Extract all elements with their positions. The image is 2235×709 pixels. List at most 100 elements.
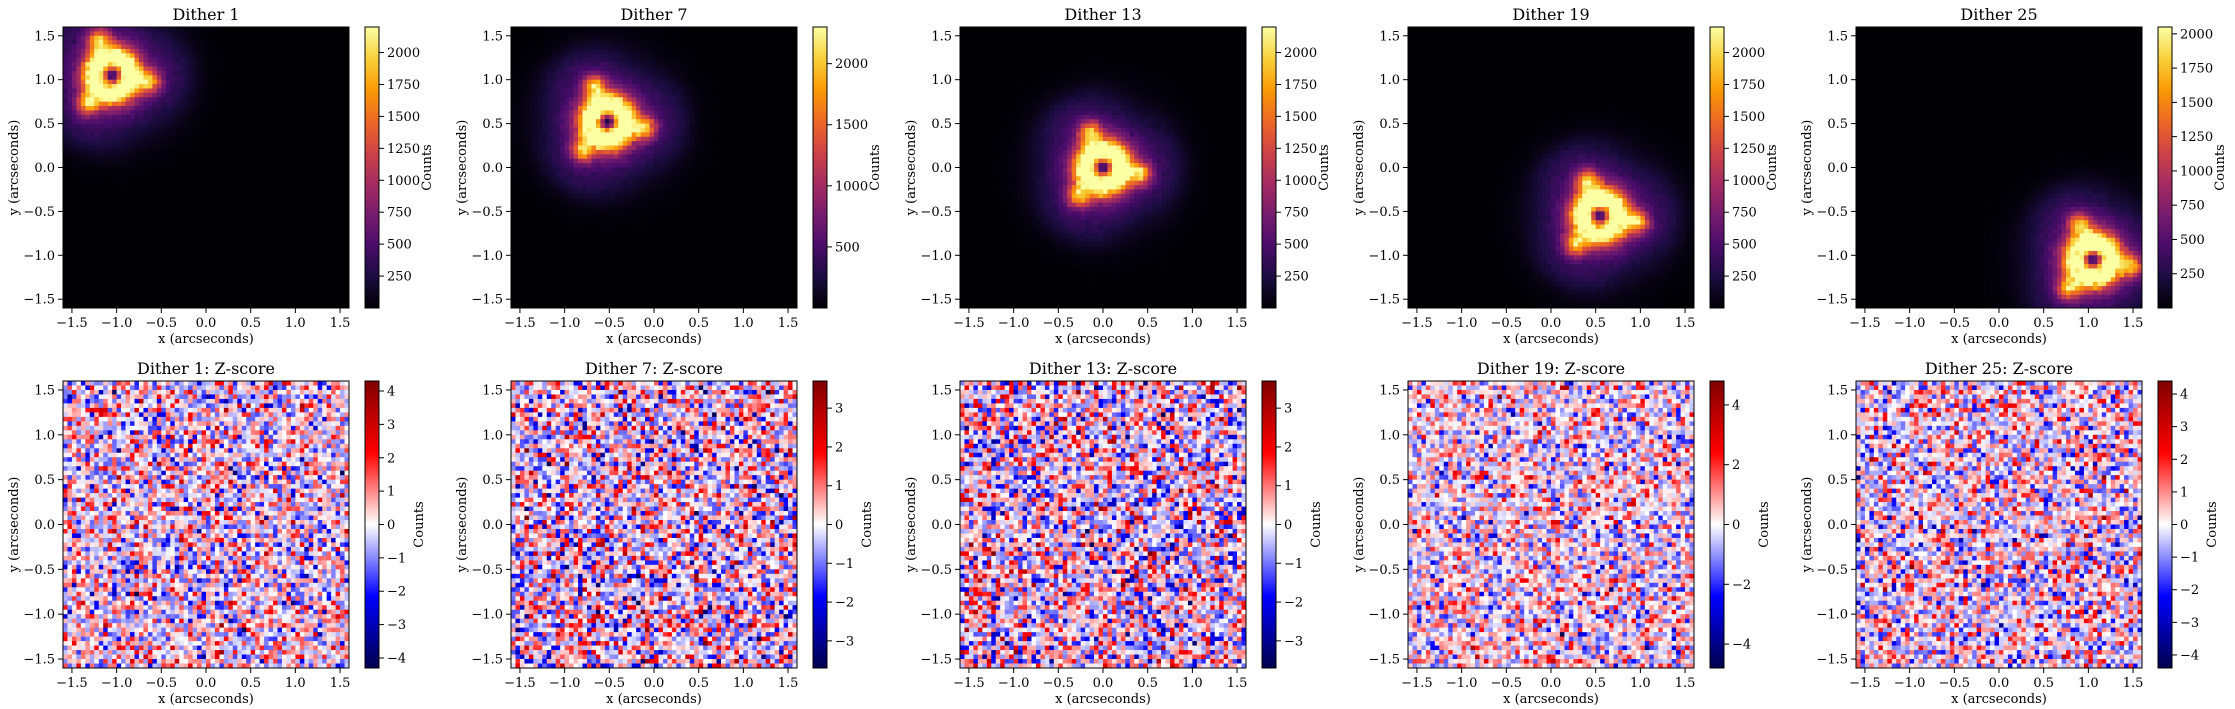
heatmap-cell: [313, 150, 318, 155]
heatmap-cell: [117, 36, 122, 41]
heatmap-cell: [139, 58, 144, 63]
heatmap-cell: [197, 124, 202, 129]
heatmap-cell: [179, 273, 184, 278]
heatmap-cell: [72, 185, 77, 190]
heatmap-cell: [327, 260, 332, 265]
heatmap-cell: [90, 251, 95, 256]
heatmap-cell: [117, 216, 122, 221]
heatmap-cell: [175, 207, 180, 212]
heatmap-cell: [336, 260, 341, 265]
heatmap-cell: [206, 128, 211, 133]
heatmap-cell: [246, 242, 251, 247]
heatmap-cell: [282, 194, 287, 199]
heatmap-cell: [135, 172, 140, 177]
heatmap-cell: [72, 119, 77, 124]
heatmap-cell: [291, 233, 296, 238]
heatmap-cell: [67, 229, 72, 234]
heatmap-cell: [313, 84, 318, 89]
heatmap-cell: [228, 273, 233, 278]
heatmap-cell: [103, 273, 108, 278]
heatmap-cell: [76, 106, 81, 111]
heatmap-cell: [251, 84, 256, 89]
heatmap-cell: [215, 53, 220, 58]
heatmap-cell: [313, 132, 318, 137]
heatmap-cell: [237, 93, 242, 98]
heatmap-cell: [76, 260, 81, 265]
heatmap-cell: [157, 290, 162, 295]
heatmap-cell: [126, 255, 131, 260]
heatmap-cell: [269, 172, 274, 177]
heatmap-cell: [161, 159, 166, 164]
heatmap-cell: [291, 189, 296, 194]
heatmap-cell: [148, 168, 153, 173]
heatmap-cell: [175, 150, 180, 155]
heatmap-cell: [161, 185, 166, 190]
heatmap-cell: [99, 255, 104, 260]
heatmap-cell: [264, 233, 269, 238]
heatmap-cell: [336, 49, 341, 54]
heatmap-cell: [121, 286, 126, 291]
heatmap-cell: [90, 146, 95, 151]
heatmap-cell: [264, 282, 269, 287]
heatmap-cell: [193, 168, 198, 173]
heatmap-cell: [179, 27, 184, 32]
heatmap-cell: [85, 185, 90, 190]
heatmap-cell: [269, 238, 274, 243]
heatmap-cell: [331, 93, 336, 98]
heatmap-cell: [202, 225, 207, 230]
heatmap-cell: [148, 97, 153, 102]
heatmap-cell: [121, 220, 126, 225]
heatmap-cell: [193, 154, 198, 159]
heatmap-cell: [99, 45, 104, 50]
heatmap-cell: [94, 203, 99, 208]
heatmap-cell: [161, 75, 166, 80]
heatmap-cell: [166, 238, 171, 243]
heatmap-cell: [135, 88, 140, 93]
heatmap-cell: [215, 255, 220, 260]
heatmap-cell: [126, 277, 131, 282]
heatmap-cell: [108, 172, 113, 177]
heatmap-cell: [99, 268, 104, 273]
heatmap-cell: [278, 273, 283, 278]
heatmap-cell: [233, 31, 238, 36]
heatmap-cell: [170, 181, 175, 186]
heatmap-cell: [215, 260, 220, 265]
heatmap-cell: [202, 115, 207, 120]
heatmap-cell: [85, 290, 90, 295]
heatmap-cell: [112, 233, 117, 238]
heatmap-cell: [251, 264, 256, 269]
heatmap-cell: [260, 128, 265, 133]
heatmap-cell: [135, 62, 140, 67]
heatmap-cell: [72, 106, 77, 111]
heatmap-cell: [130, 216, 135, 221]
heatmap-cell: [300, 53, 305, 58]
heatmap-cell: [210, 84, 215, 89]
heatmap-cell: [264, 132, 269, 137]
heatmap-cell: [67, 124, 72, 129]
heatmap-cell: [264, 185, 269, 190]
heatmap-cell: [327, 106, 332, 111]
heatmap-cell: [286, 62, 291, 67]
heatmap-cell: [117, 115, 122, 120]
heatmap-cell: [139, 168, 144, 173]
heatmap-cell: [139, 238, 144, 243]
heatmap-cell: [139, 277, 144, 282]
heatmap-cell: [193, 238, 198, 243]
heatmap-cell: [331, 106, 336, 111]
heatmap-cell: [206, 273, 211, 278]
heatmap-cell: [206, 62, 211, 67]
heatmap-cell: [215, 106, 220, 111]
heatmap-cell: [139, 286, 144, 291]
heatmap-cell: [242, 137, 247, 142]
heatmap-cell: [291, 119, 296, 124]
heatmap-cell: [108, 251, 113, 256]
heatmap-cell: [202, 45, 207, 50]
heatmap-cell: [318, 290, 323, 295]
heatmap-cell: [81, 53, 86, 58]
heatmap-cell: [170, 36, 175, 41]
heatmap-cell: [81, 67, 86, 72]
heatmap-cell: [112, 176, 117, 181]
heatmap-cell: [112, 216, 117, 221]
heatmap-cell: [260, 198, 265, 203]
heatmap-cell: [179, 229, 184, 234]
